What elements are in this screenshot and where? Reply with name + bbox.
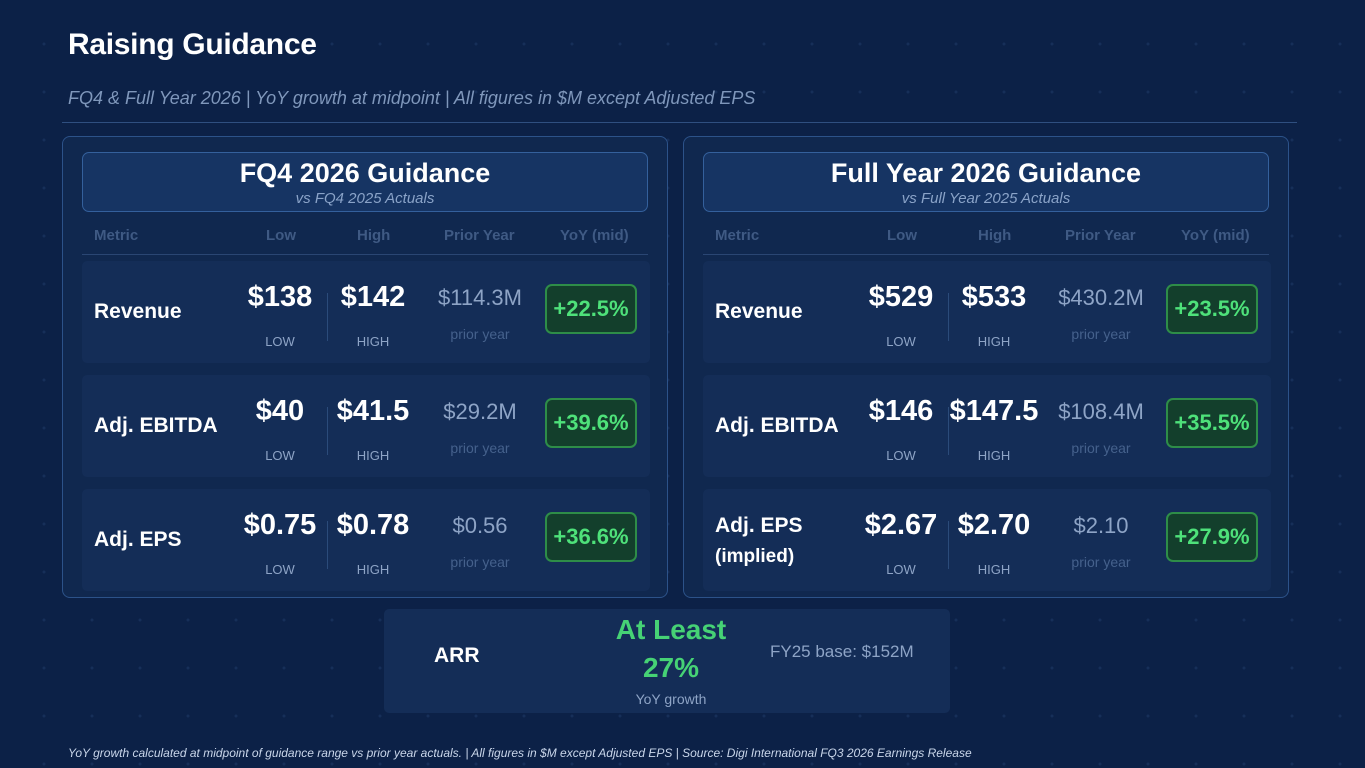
prior-year-value: $114.3M [438,285,522,310]
high-caption: HIGH [977,562,1011,577]
value-divider [948,407,949,455]
high-caption: HIGH [977,448,1011,463]
prior-year-value: $2.10 [1073,513,1129,538]
low-value: $0.75 [243,509,317,541]
column-header-metric: Metric [715,227,760,244]
guidance-row: Adj. EPS $0.75 LOW $0.78 HIGH $0.56 prio… [82,489,650,591]
panel-subtitle: vs Full Year 2025 Actuals [901,190,1071,207]
footer-note: YoY growth calculated at midpoint of gui… [68,746,972,760]
low-value: $146 [868,395,934,427]
high-value: $533 [961,281,1027,313]
prior-year-caption: prior year [1071,326,1131,342]
column-header-prior-year: Prior Year [444,227,515,244]
guidance-row: Revenue $529 LOW $533 HIGH $430.2M prior… [703,261,1271,363]
header-divider [62,122,1297,123]
metric-label: Adj. EPS [94,528,182,551]
low-value: $138 [247,281,313,313]
low-caption: LOW [886,334,916,349]
column-header-yoy: YoY (mid) [560,227,629,244]
high-value: $2.70 [957,509,1031,541]
metric-note: (implied) [715,546,795,567]
metric-label: Adj. EBITDA [715,414,839,437]
metric-label: Revenue [715,300,803,323]
arr-value: At Least 27% [615,614,727,683]
arr-label: ARR [434,644,480,667]
column-header-divider [82,254,648,255]
column-header-high: High [357,227,391,244]
low-caption: LOW [265,334,295,349]
guidance-row: Adj. EPS (implied) $2.67 LOW $2.70 HIGH … [703,489,1271,591]
value-divider [327,521,328,569]
arr-base: FY25 base: $152M [770,642,914,661]
yoy-badge: +39.6% [545,398,637,448]
column-header-divider [703,254,1269,255]
yoy-badge: +36.6% [545,512,637,562]
low-caption: LOW [265,562,295,577]
low-value: $2.67 [864,509,938,541]
page-title: Raising Guidance [68,28,317,61]
column-header-low: Low [266,227,296,244]
column-header-metric: Metric [94,227,139,244]
guidance-row: Adj. EBITDA $40 LOW $41.5 HIGH $29.2M pr… [82,375,650,477]
prior-year-caption: prior year [450,440,510,456]
prior-year-value: $108.4M [1058,399,1144,424]
metric-label: Adj. EBITDA [94,414,218,437]
guidance-row: Adj. EBITDA $146 LOW $147.5 HIGH $108.4M… [703,375,1271,477]
yoy-badge: +22.5% [545,284,637,334]
fq4-guidance-panel: FQ4 2026 Guidance vs FQ4 2025 Actuals Me… [62,136,668,598]
prior-year-caption: prior year [450,326,510,342]
column-header-high: High [978,227,1012,244]
panel-title: FQ4 2026 Guidance [239,158,491,188]
panel-header: Full Year 2026 Guidance vs Full Year 202… [703,152,1269,212]
page-subtitle: FQ4 & Full Year 2026 | YoY growth at mid… [68,88,756,108]
panel-title: Full Year 2026 Guidance [830,158,1142,188]
high-caption: HIGH [356,562,390,577]
column-header-prior-year: Prior Year [1065,227,1136,244]
value-divider [327,293,328,341]
low-value: $529 [868,281,934,313]
panel-subtitle: vs FQ4 2025 Actuals [295,190,435,207]
value-divider [948,293,949,341]
high-value: $147.5 [949,395,1039,427]
high-caption: HIGH [977,334,1011,349]
prior-year-caption: prior year [450,554,510,570]
low-caption: LOW [265,448,295,463]
high-value: $142 [340,281,406,313]
arr-caption: YoY growth [635,691,707,707]
low-caption: LOW [886,562,916,577]
low-caption: LOW [886,448,916,463]
value-divider [327,407,328,455]
arr-card: ARR At Least 27% YoY growth FY25 base: $1… [384,609,950,713]
high-caption: HIGH [356,448,390,463]
guidance-row: Revenue $138 LOW $142 HIGH $114.3M prior… [82,261,650,363]
column-header-yoy: YoY (mid) [1181,227,1250,244]
high-value: $0.78 [336,509,410,541]
yoy-badge: +35.5% [1166,398,1258,448]
high-caption: HIGH [356,334,390,349]
panel-header: FQ4 2026 Guidance vs FQ4 2025 Actuals [82,152,648,212]
column-header-low: Low [887,227,917,244]
prior-year-value: $0.56 [452,513,508,538]
metric-label: Revenue [94,300,182,323]
full-year-guidance-panel: Full Year 2026 Guidance vs Full Year 202… [683,136,1289,598]
high-value: $41.5 [336,395,410,427]
prior-year-value: $29.2M [443,399,517,424]
metric-label: Adj. EPS (implied) [715,514,803,567]
prior-year-caption: prior year [1071,554,1131,570]
value-divider [948,521,949,569]
low-value: $40 [255,395,305,427]
prior-year-value: $430.2M [1058,285,1144,310]
prior-year-caption: prior year [1071,440,1131,456]
yoy-badge: +23.5% [1166,284,1258,334]
yoy-badge: +27.9% [1166,512,1258,562]
